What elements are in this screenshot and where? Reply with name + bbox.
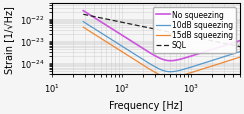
10dB squeezing [176, 71, 179, 72]
10dB squeezing [222, 57, 224, 58]
10dB squeezing [180, 70, 183, 71]
10dB squeezing [82, 22, 85, 23]
SQL [221, 43, 224, 44]
SQL [92, 17, 95, 18]
Line: No squeezing: No squeezing [83, 12, 244, 61]
Line: 10dB squeezing: 10dB squeezing [83, 22, 244, 72]
15dB squeezing [82, 27, 85, 29]
No squeezing [176, 60, 179, 61]
15dB squeezing [169, 77, 172, 78]
15dB squeezing [92, 34, 95, 35]
15dB squeezing [205, 67, 208, 69]
No squeezing [205, 51, 208, 52]
10dB squeezing [92, 28, 95, 29]
X-axis label: Frequency [Hz]: Frequency [Hz] [109, 100, 183, 110]
15dB squeezing [180, 75, 183, 76]
15dB squeezing [222, 62, 224, 64]
Y-axis label: Strain [1/√Hz]: Strain [1/√Hz] [4, 6, 14, 73]
10dB squeezing [185, 68, 188, 70]
10dB squeezing [205, 62, 208, 63]
No squeezing [169, 61, 172, 62]
Legend: No squeezing, 10dB squeezing, 15dB squeezing, SQL: No squeezing, 10dB squeezing, 15dB squee… [153, 8, 236, 53]
SQL [180, 35, 183, 36]
Line: SQL: SQL [83, 15, 244, 48]
No squeezing [82, 11, 85, 12]
No squeezing [180, 59, 183, 60]
No squeezing [222, 46, 224, 47]
15dB squeezing [185, 74, 188, 75]
15dB squeezing [176, 76, 179, 77]
SQL [185, 36, 188, 37]
No squeezing [185, 57, 188, 59]
SQL [82, 14, 85, 16]
10dB squeezing [169, 71, 172, 73]
SQL [205, 40, 208, 41]
Line: 15dB squeezing: 15dB squeezing [83, 28, 244, 78]
No squeezing [92, 17, 95, 18]
SQL [176, 34, 179, 35]
